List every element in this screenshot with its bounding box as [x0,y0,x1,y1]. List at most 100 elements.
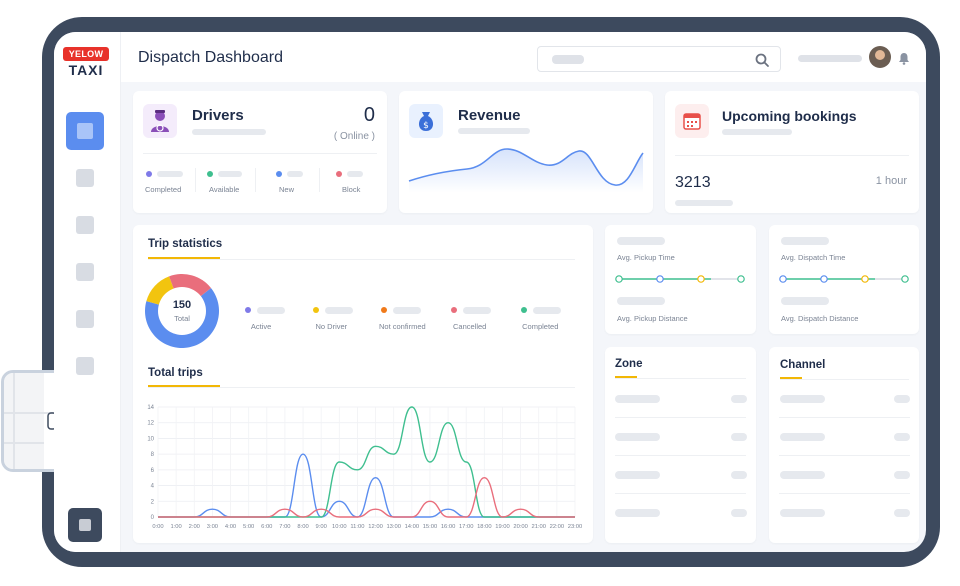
stat-divider [195,168,196,192]
revenue-sparkline [408,148,644,193]
legend-value [257,307,285,314]
bookings-count: 3213 [675,174,711,191]
channel-divider [780,379,909,380]
svg-text:$: $ [423,121,429,131]
dispatch-timeline [779,275,909,283]
new-value [287,171,303,177]
nav-item-2[interactable] [76,169,94,187]
x-tick-label: 1:00 [170,524,181,530]
search-icon[interactable] [754,52,770,68]
x-tick-label: 11:00 [350,524,364,530]
series-line-1 [157,406,575,518]
legend-label: Cancelled [452,322,487,331]
nav-item-6[interactable] [76,357,94,375]
legend-value [533,307,561,314]
row-name [615,509,660,517]
bookings-divider [675,155,909,156]
page-title: Dispatch Dashboard [138,49,283,66]
row-name [780,395,825,403]
dispatch-time-value [781,237,829,245]
search-input[interactable] [537,46,781,72]
y-tick-label: 12 [147,421,154,427]
pickup-distance-label: Avg. Pickup Distance [617,314,688,323]
stat-divider [255,168,256,192]
row-divider [615,493,746,494]
row-name [780,433,825,441]
nav-item-4[interactable] [76,263,94,281]
row-value [894,471,910,479]
x-tick-label: 5:00 [243,524,254,530]
x-tick-label: 19:00 [495,524,510,530]
legend-value [325,307,353,314]
trip-statistics-underline [148,257,220,259]
dispatch-time-label: Avg. Dispatch Time [781,253,846,262]
bookings-footer [675,200,733,206]
total-trips-chart: 0 2 4 6 8 10 12 14 0:00 1:00 2:00 3:00 4:00 5:00 6:00 7… [147,405,582,530]
completed-label: Completed [145,185,182,194]
nav-item-settings[interactable] [68,508,102,542]
revenue-card[interactable]: $ Revenue [399,91,653,213]
logo-top: YELOW [63,47,109,61]
legend-label: Not confirmed [378,322,426,331]
dispatch-distance-value [781,297,829,305]
app-screen: YELOW TAXI Dispatch Dashboard [54,32,926,552]
row-name [615,471,660,479]
total-trips-divider [148,387,575,388]
x-tick-label: 2:00 [189,524,200,530]
bookings-icon-box [675,104,709,138]
x-tick-label: 6:00 [261,524,272,530]
trips-card: Trip statistics 150 Total Active No Drive… [133,225,593,543]
nav-item-5[interactable] [76,310,94,328]
channel-underline [780,377,802,379]
donut-total-value: 150 [172,299,192,311]
block-label: Block [342,185,361,194]
bookings-subtitle [722,129,792,135]
nav-item-dashboard[interactable] [66,112,104,150]
bookings-period: 1 hour [875,175,907,187]
dispatch-distance-label: Avg. Dispatch Distance [781,314,859,323]
row-name [780,509,825,517]
x-tick-label: 16:00 [441,524,456,530]
pickup-time-label: Avg. Pickup Time [617,253,675,262]
available-label: Available [209,185,240,194]
row-divider [615,417,746,418]
user-name [798,55,862,62]
completed-dot [146,171,152,177]
pickup-card: Avg. Pickup Time Avg. Pickup Distance [605,225,756,334]
trip-donut-chart [145,274,219,348]
y-tick-label: 10 [147,436,154,442]
pickup-distance-value [617,297,665,305]
revenue-subtitle [458,128,530,134]
pickup-timeline [615,275,745,283]
legend-dot [245,307,251,313]
drivers-count: 0 [363,104,375,126]
row-divider [779,493,910,494]
total-trips-underline [148,385,220,387]
row-value [894,509,910,517]
x-tick-label: 7:00 [279,524,290,530]
x-tick-label: 4:00 [225,524,236,530]
legend-dot [451,307,457,313]
legend-value [393,307,421,314]
nav-item-3[interactable] [76,216,94,234]
trip-stats-divider [148,259,575,260]
legend-label: Active [250,322,272,331]
x-tick-label: 9:00 [316,524,327,530]
avatar[interactable] [869,46,891,68]
bookings-title: Upcoming bookings [722,108,857,124]
drivers-online-label: ( Online ) [333,131,375,142]
drivers-card[interactable]: Drivers 0 ( Online ) Completed Available… [133,91,387,213]
row-divider [779,455,910,456]
available-value [218,171,242,177]
channel-title: Channel [780,359,826,371]
x-tick-label: 0:00 [152,524,163,530]
bookings-card[interactable]: Upcoming bookings 3213 1 hour [665,91,919,213]
y-tick-label: 4 [151,484,155,490]
bell-icon[interactable] [898,52,910,65]
row-name [615,395,660,403]
search-placeholder [552,55,584,64]
channel-card: Channel [769,347,919,543]
driver-icon-box [143,104,177,138]
y-tick-label: 14 [147,405,154,411]
drivers-title: Drivers [192,107,244,124]
